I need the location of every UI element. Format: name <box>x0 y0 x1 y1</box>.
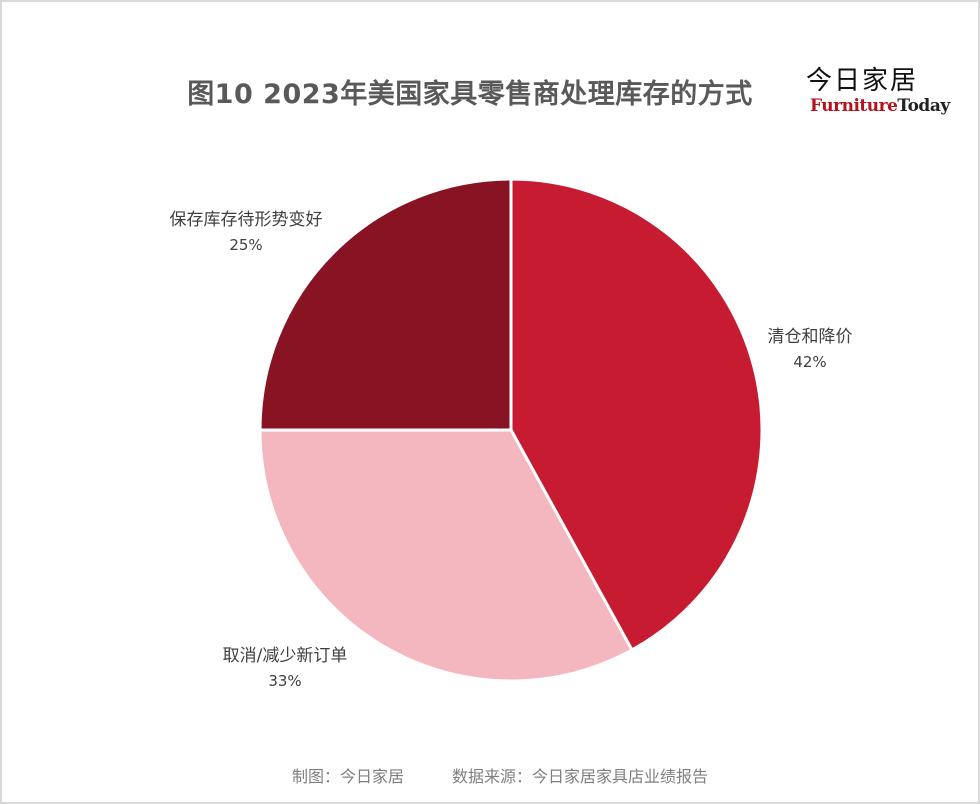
pie-slice-clearance <box>509 177 764 652</box>
slice-label-hold-inventory-value: 25% <box>229 236 263 254</box>
footer-maker: 制图：今日家居 <box>292 767 405 786</box>
brand-logo-en-part2: Today <box>897 96 950 116</box>
pie-slice-cancel-orders <box>258 428 634 683</box>
footer-source: 数据来源：今日家居家具店业绩报告 <box>452 767 709 786</box>
slice-label-clearance-name: 清仓和降价 <box>767 327 853 347</box>
slice-label-hold-inventory: 保存库存待形势变好 25% <box>150 208 342 258</box>
slice-label-clearance-value: 42% <box>793 353 827 371</box>
slice-label-cancel-orders-value: 33% <box>268 672 302 690</box>
slice-label-cancel-orders: 取消/减少新订单 33% <box>195 644 375 694</box>
chart-title: 图10 2023年美国家具零售商处理库存的方式 <box>187 79 753 110</box>
slice-label-cancel-orders-name: 取消/减少新订单 <box>222 646 348 666</box>
slice-label-clearance: 清仓和降价 42% <box>750 325 870 375</box>
brand-logo-en-part1: Furniture <box>810 96 898 116</box>
slice-label-hold-inventory-name: 保存库存待形势变好 <box>169 210 323 230</box>
brand-logo-en: FurnitureToday <box>810 96 950 116</box>
brand-logo-cn: 今日家居 <box>806 66 919 96</box>
pie-slice-hold-inventory <box>258 177 513 432</box>
